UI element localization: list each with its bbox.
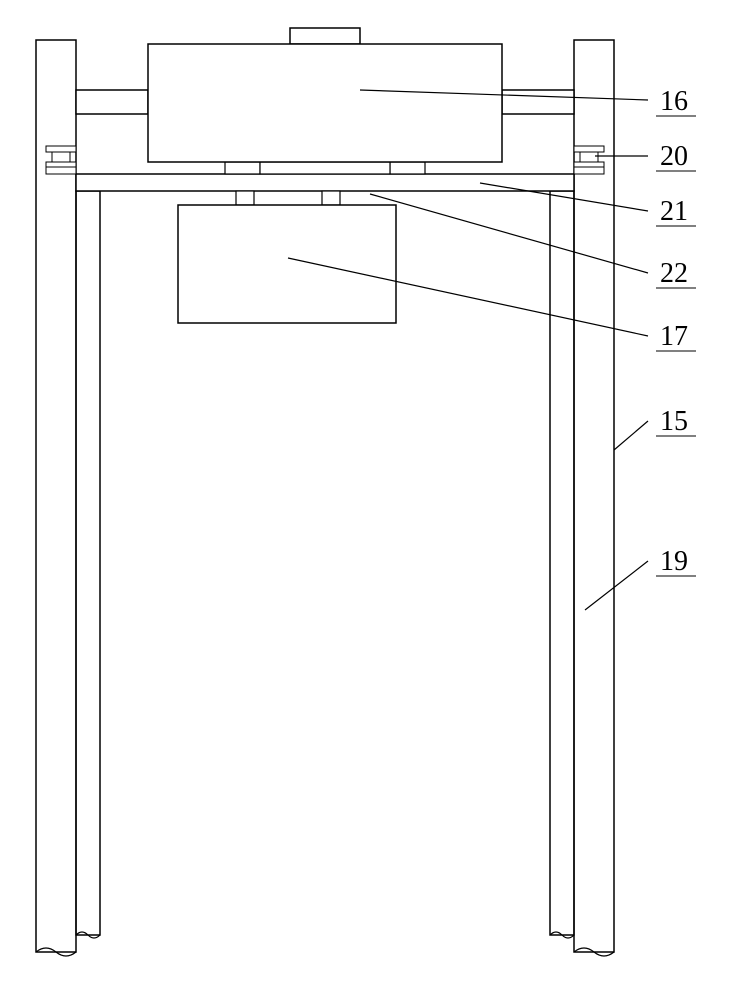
inner-right-post <box>550 191 574 935</box>
lbl-22: 22 <box>660 258 688 289</box>
hanger-left <box>236 191 254 205</box>
lbl-19-leader <box>585 561 648 610</box>
shaft-left <box>76 90 148 114</box>
lbl-15-leader <box>614 421 648 450</box>
lbl-19: 19 <box>660 546 688 577</box>
lbl-15: 15 <box>660 406 688 437</box>
lbl-21: 21 <box>660 196 688 227</box>
roller-20-left <box>46 146 76 174</box>
mid-joint-3 <box>390 162 425 174</box>
shaft-right <box>502 90 574 114</box>
lbl-17: 17 <box>660 321 688 352</box>
mid-joint <box>260 162 390 174</box>
under-block-17 <box>178 205 396 323</box>
roller-20-right <box>574 146 604 174</box>
lbl-20: 20 <box>660 141 688 172</box>
outer-right-post <box>574 40 614 952</box>
crossbar-21 <box>76 174 574 191</box>
inner-left-post <box>76 191 100 935</box>
outer-left-post <box>36 40 76 952</box>
top-tab <box>290 28 360 44</box>
lbl-16: 16 <box>660 86 688 117</box>
hanger-right <box>322 191 340 205</box>
top-block-16 <box>148 44 502 162</box>
lbl-22-leader <box>370 194 648 273</box>
mid-joint-2 <box>225 162 260 174</box>
